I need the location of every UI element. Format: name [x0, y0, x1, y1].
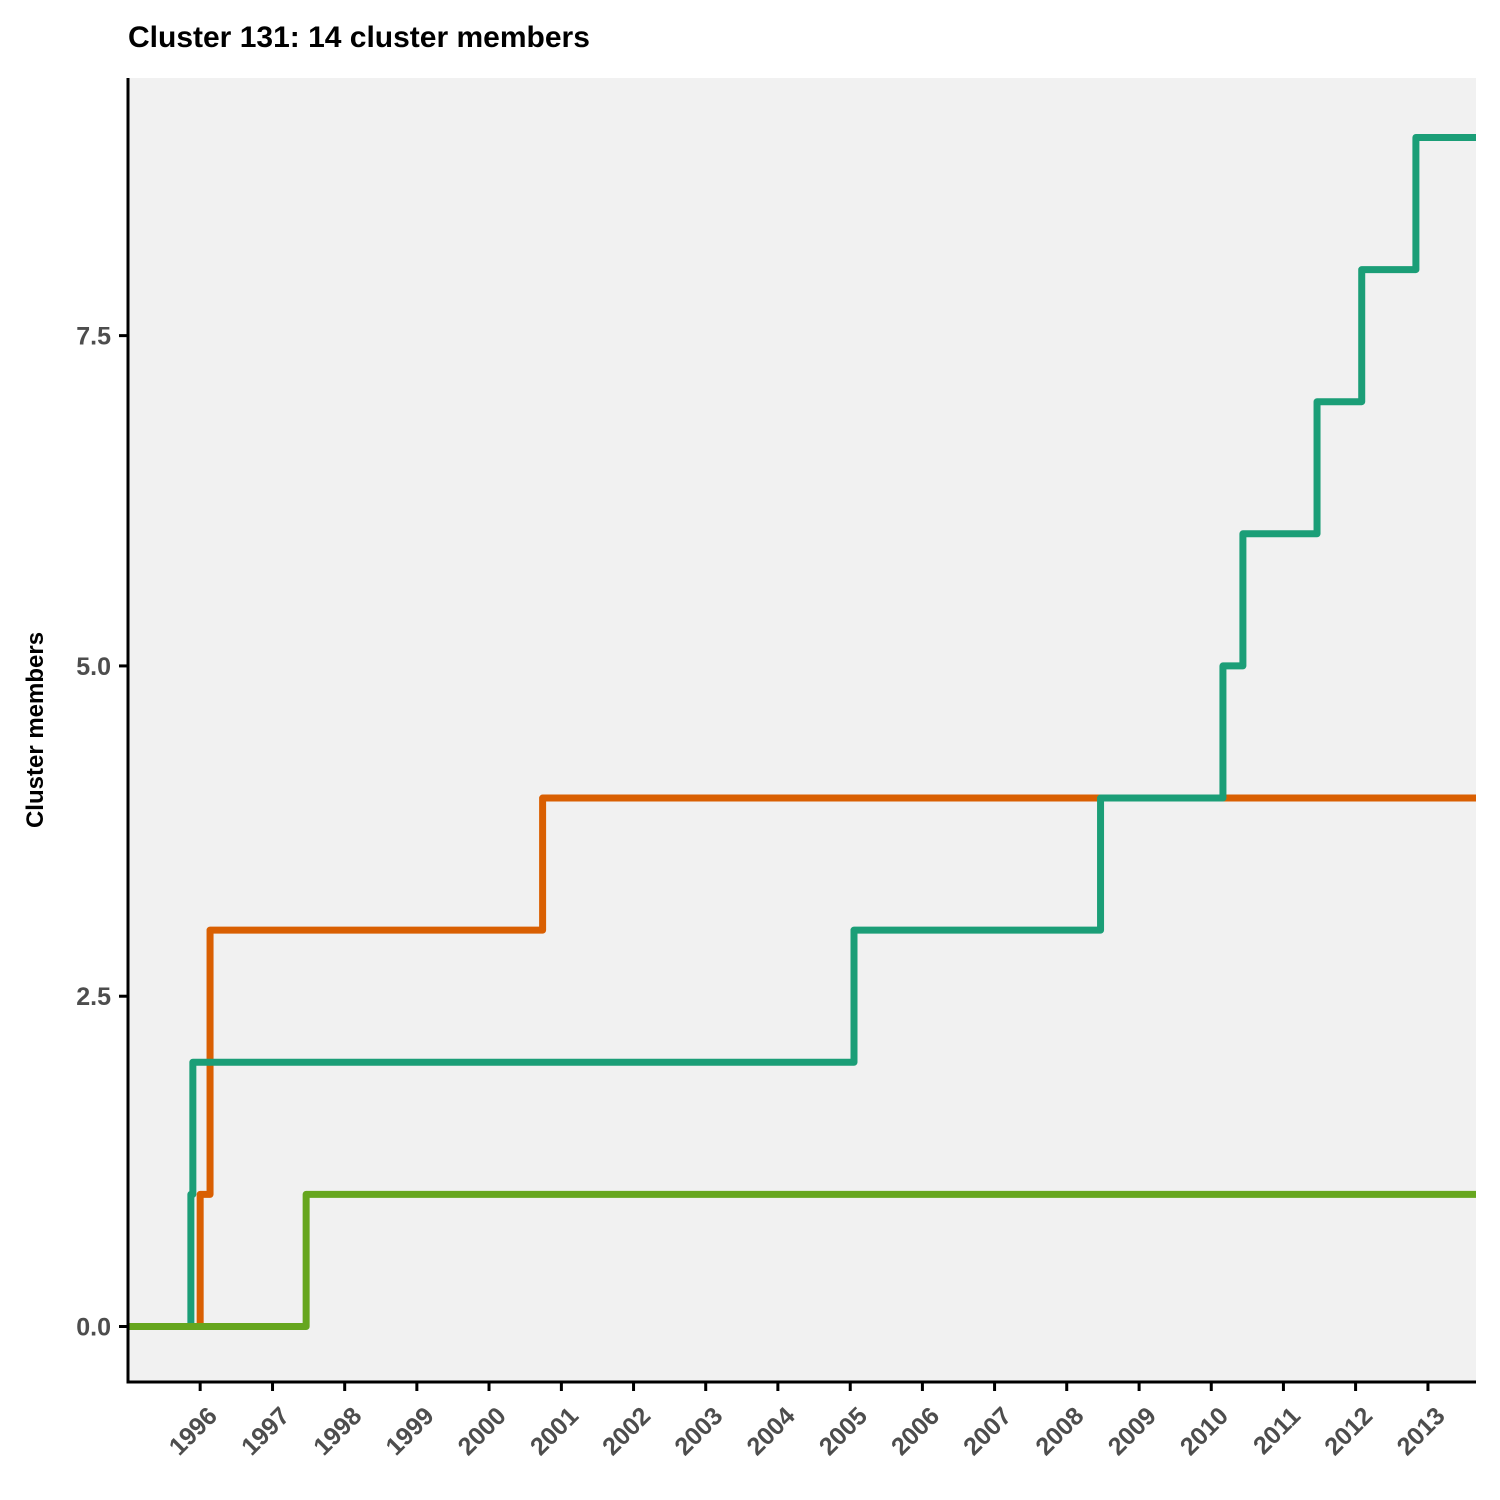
- y-tick-label: 0.0: [76, 1314, 111, 1342]
- y-axis-label: Cluster members: [22, 632, 49, 828]
- x-tick-label: 2001: [525, 1402, 584, 1461]
- x-tick-label: 2006: [886, 1402, 945, 1461]
- chart-title: Cluster 131: 14 cluster members: [128, 21, 590, 54]
- series-line-2: [128, 133, 1476, 1331]
- x-tick-label: 1999: [380, 1402, 439, 1461]
- x-tick-label: 2013: [1392, 1402, 1451, 1461]
- series-line-3: [128, 1190, 1476, 1331]
- y-ticks: 0.0 2.5 5.0 7.5: [76, 323, 128, 1342]
- x-tick-label: 1997: [236, 1402, 295, 1461]
- x-tick-label: 1998: [308, 1402, 367, 1461]
- x-tick-label: 2004: [741, 1402, 800, 1461]
- x-tick-label: 2007: [958, 1402, 1017, 1461]
- x-tick-label: 2010: [1175, 1402, 1234, 1461]
- x-tick-label: 2005: [814, 1402, 873, 1461]
- x-tick-label: 2008: [1030, 1402, 1089, 1461]
- x-tick-label: 2011: [1248, 1402, 1306, 1460]
- series-layer: [128, 133, 1476, 1331]
- y-tick-label: 2.5: [76, 983, 111, 1011]
- y-tick-label: 7.5: [76, 323, 111, 351]
- x-tick-label: 1996: [164, 1402, 223, 1461]
- plot-panel: [128, 78, 1476, 1382]
- x-ticks: 1996 1997 1998 1999 2000 2001 2002 2003 2004 2005…: [164, 1382, 1451, 1461]
- x-tick-label: 2000: [453, 1402, 512, 1461]
- x-tick-label: 2002: [597, 1402, 656, 1461]
- x-tick-label: 2012: [1319, 1402, 1378, 1461]
- y-tick-label: 5.0: [76, 653, 111, 681]
- x-tick-label: 2009: [1103, 1402, 1162, 1461]
- x-tick-label: 2003: [669, 1402, 728, 1461]
